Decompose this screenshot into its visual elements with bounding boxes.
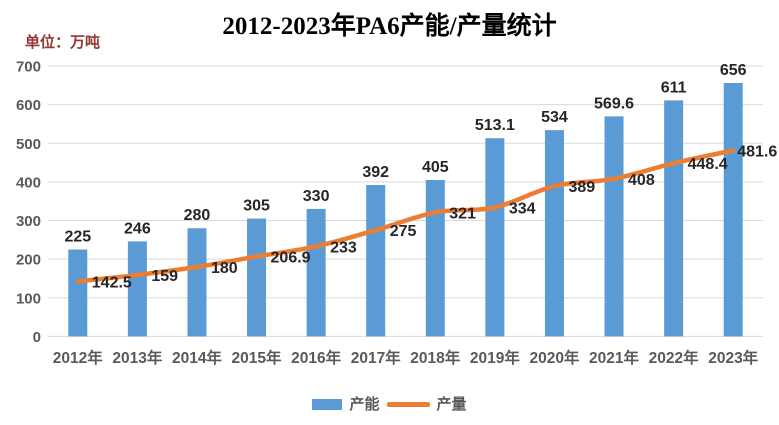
bar-value-label: 534 [541, 109, 568, 126]
y-tick-label: 300 [16, 213, 41, 230]
x-tick-label: 2014年 [172, 348, 222, 367]
bar-2014年 [187, 228, 207, 337]
bar-value-label: 280 [184, 207, 211, 224]
bar-2023年 [723, 82, 743, 337]
bar-value-label: 405 [422, 159, 449, 176]
bar-2020年 [544, 130, 564, 337]
bar-value-label: 611 [661, 79, 687, 96]
bar-2016年 [306, 208, 326, 337]
legend-label-output: 产量 [436, 395, 467, 413]
y-tick-label: 400 [16, 174, 41, 191]
x-tick-label: 2013年 [112, 348, 162, 367]
y-tick-label: 100 [16, 290, 41, 307]
x-tick-label: 2020年 [529, 348, 579, 367]
legend: 产能 产量 [0, 394, 779, 414]
x-tick-label: 2022年 [649, 348, 699, 367]
bar-value-label: 305 [243, 198, 270, 215]
line-value-label: 159 [151, 268, 178, 285]
y-tick-label: 200 [16, 252, 41, 269]
y-tick-label: 0 [33, 329, 41, 346]
x-tick-label: 2012年 [53, 348, 103, 367]
line-value-label: 233 [330, 239, 357, 256]
line-value-label: 334 [509, 200, 536, 217]
bar-value-label: 392 [362, 164, 389, 181]
bar-2019年 [485, 138, 505, 337]
x-tick-label: 2019年 [470, 348, 520, 367]
y-tick-label: 600 [16, 97, 41, 114]
line-value-label: 180 [211, 260, 238, 277]
bar-value-label: 225 [64, 228, 91, 245]
x-tick-label: 2018年 [410, 348, 460, 367]
chart-title: 2012-2023年PA6产能/产量统计 [222, 13, 557, 40]
bar-value-label: 330 [303, 188, 330, 205]
bar-2018年 [425, 179, 445, 337]
y-tick-label: 500 [16, 136, 41, 153]
line-value-label: 408 [628, 172, 655, 189]
output-series-line [75, 148, 736, 284]
chart-canvas: 0 100 200 300 400 500 600 700 2012年 2013年 2014年 201… [16, 59, 777, 368]
output-line-swatch-icon [386, 401, 430, 407]
line-value-label: 448.4 [688, 156, 728, 173]
x-tick-label: 2015年 [232, 348, 282, 367]
line-value-label: 321 [449, 205, 476, 222]
bar-value-label: 656 [720, 62, 747, 79]
bar-value-label: 513.1 [475, 117, 515, 134]
line-value-label: 275 [390, 223, 417, 240]
bar-2017年 [366, 184, 386, 337]
line-value-label: 389 [568, 179, 595, 196]
bar-value-label: 246 [124, 220, 151, 237]
x-tick-label: 2017年 [351, 348, 401, 367]
legend-label-capacity: 产能 [349, 395, 380, 413]
unit-label: 单位：万吨 [25, 34, 101, 51]
x-tick-label: 2021年 [589, 348, 639, 367]
x-tick-label: 2023年 [708, 348, 758, 367]
x-tick-label: 2016年 [291, 348, 341, 367]
bar-2022年 [664, 100, 684, 337]
line-value-label: 142.5 [92, 274, 132, 291]
bar-2012年 [68, 249, 88, 337]
bar-value-label: 569.6 [594, 95, 634, 112]
bar-2015年 [247, 218, 267, 337]
line-value-label: 206.9 [271, 249, 311, 266]
bar-2021年 [604, 116, 624, 337]
y-tick-label: 700 [16, 59, 41, 76]
capacity-bar-swatch-icon [312, 398, 343, 410]
bar-2013年 [127, 241, 147, 337]
line-value-label: 481.6 [737, 143, 777, 160]
